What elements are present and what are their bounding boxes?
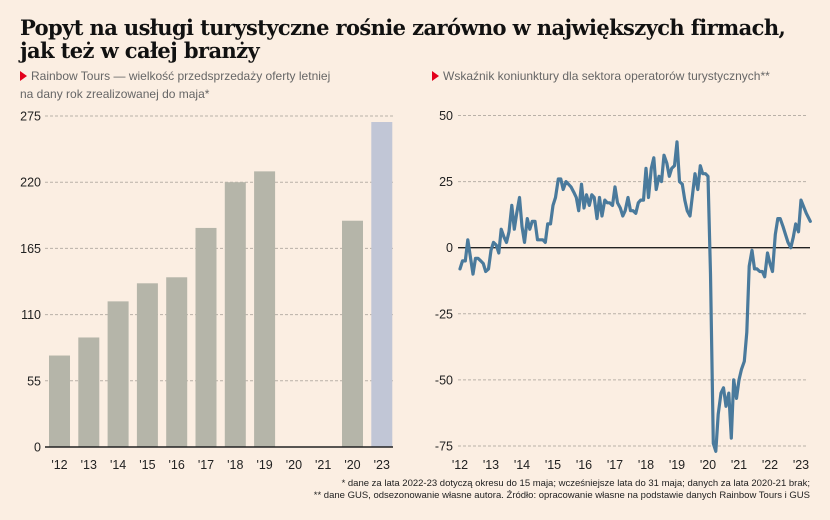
x-tick-label: '23 (374, 458, 390, 472)
y-tick-label: 50 (439, 109, 453, 123)
y-tick-label: -50 (435, 373, 453, 387)
x-tick-label: '21 (315, 458, 331, 472)
chart-title-line-1: Popyt na usługi turystyczne rośnie zarów… (20, 15, 786, 40)
x-tick-label: '23 (793, 458, 809, 472)
y-tick-label: 275 (20, 110, 41, 124)
x-tick-label: '13 (81, 458, 97, 472)
left-chart-subtitle-line-1: Rainbow Tours — wielkość przedsprzedaży … (31, 69, 331, 83)
y-tick-label: 220 (20, 176, 41, 190)
y-tick-label: 110 (21, 308, 41, 322)
right-chart-subtitle-text: Wskaźnik koniunktury dla sektora operato… (443, 69, 770, 83)
x-tick-label: '16 (576, 458, 592, 472)
x-tick-label: '20 (344, 458, 360, 472)
bar (195, 227, 217, 447)
bar (254, 171, 276, 447)
y-tick-label: 55 (27, 374, 41, 388)
left-chart-subtitle-line-2: na dany rok zrealizowanej do maja* (20, 87, 210, 101)
bar-chart: 0 55 110 165 220 275 '12 '13 '14 '15 '16 '17 '18 '19 '… (20, 110, 393, 472)
bar (107, 301, 129, 447)
chart-title-line-2: jak też w całej branży (20, 38, 260, 63)
x-tick-label: '20 (700, 458, 716, 472)
x-tick-label: '21 (731, 458, 747, 472)
bar (136, 283, 158, 447)
x-tick-label: '14 (514, 458, 530, 472)
bar (371, 122, 393, 447)
x-tick-label: '17 (607, 458, 623, 472)
footnote-1: * dane za lata 2022-23 dotyczą okresu do… (341, 478, 810, 489)
x-tick-label: '19 (669, 458, 685, 472)
bar (49, 355, 70, 447)
x-tick-label: '15 (139, 458, 155, 472)
y-tick-label: 0 (446, 241, 453, 255)
x-tick-label: '17 (198, 458, 214, 472)
x-tick-label: '16 (169, 458, 185, 472)
x-tick-label: '20 (286, 458, 302, 472)
x-tick-label: '14 (110, 458, 126, 472)
bar (342, 220, 363, 447)
right-chart-subtitle: Wskaźnik koniunktury dla sektora operato… (432, 67, 822, 85)
x-tick-label: '22 (762, 458, 778, 472)
x-tick-label: '18 (227, 458, 243, 472)
left-chart-subtitle: Rainbow Tours — wielkość przedsprzedaży … (20, 67, 400, 103)
y-tick-label: -25 (435, 307, 453, 321)
x-tick-label: '13 (483, 458, 499, 472)
y-tick-label: 0 (34, 441, 41, 455)
x-tick-label: '19 (256, 458, 272, 472)
bar (224, 182, 246, 447)
x-tick-label: '12 (51, 458, 67, 472)
red-arrow-icon (432, 71, 439, 81)
chart-title: Popyt na usługi turystyczne rośnie zarów… (20, 16, 820, 62)
x-tick-label: '15 (545, 458, 561, 472)
footnote-2: ** dane GUS, odsezonowanie własne autora… (313, 490, 810, 501)
series-line (458, 140, 812, 453)
y-tick-label: -75 (435, 440, 453, 454)
y-tick-label: 165 (20, 242, 41, 256)
x-tick-label: '18 (638, 458, 654, 472)
red-arrow-icon (20, 71, 27, 81)
bar (78, 337, 100, 447)
y-tick-label: 25 (439, 175, 453, 189)
x-tick-label: '12 (452, 458, 468, 472)
footnotes: * dane za lata 2022-23 dotyczą okresu do… (110, 478, 810, 502)
line-chart: 50 25 0 -25 -50 -75 '12 '13 '14 '15 '16 '17 '18 '19 '2… (435, 109, 812, 472)
bar (166, 277, 188, 447)
